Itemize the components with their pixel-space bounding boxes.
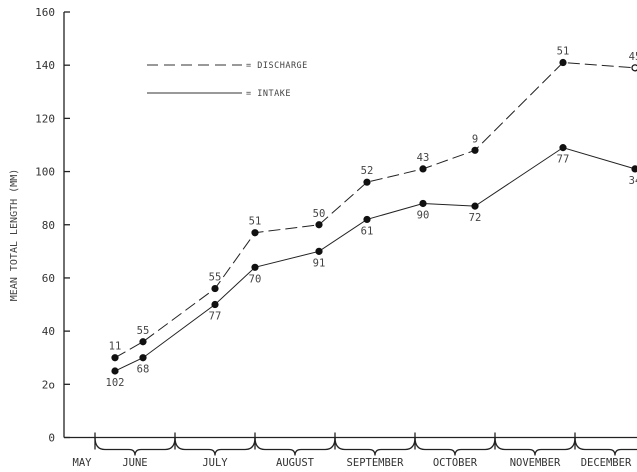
x-tick-label-december: DECEMBER	[581, 457, 632, 469]
data-label-discharge: 55	[137, 325, 150, 337]
month-brace	[94, 437, 176, 456]
data-label-intake: 70	[249, 273, 262, 285]
axes: 0 2o 40 60 80 100 120 140 160 MAY JUNE JULY AUGUST SE…	[35, 6, 637, 469]
data-label-discharge: 45	[629, 51, 637, 63]
x-tick-label-july: JULY	[202, 457, 228, 469]
data-point-intake	[111, 367, 119, 375]
x-tick-label-november: NOVEMBER	[510, 457, 561, 469]
y-tick-label: 160	[35, 6, 55, 19]
month-brace	[174, 437, 256, 456]
y-tick-label: 100	[35, 166, 55, 179]
data-label-intake: 72	[469, 212, 482, 224]
data-point-discharge	[111, 354, 119, 362]
x-tick-label-september: SEPTEMBER	[347, 457, 405, 469]
data-label-intake: 34	[629, 175, 637, 187]
data-point-discharge	[559, 58, 567, 67]
data-point-discharge	[419, 165, 427, 173]
data-label-discharge: 9	[472, 133, 478, 145]
data-point-intake	[471, 202, 479, 210]
data-point-intake	[139, 354, 147, 362]
data-label-intake: 68	[137, 364, 150, 376]
y-tick-label: 2o	[42, 378, 55, 391]
legend-intake-label: = INTAKE	[246, 89, 291, 99]
data-point-intake	[419, 199, 427, 208]
data-point-discharge	[315, 221, 323, 229]
data-label-intake: 91	[313, 257, 326, 269]
month-brace	[334, 437, 416, 456]
y-tick-label: 140	[35, 59, 55, 72]
data-label-discharge: 43	[417, 152, 430, 164]
data-point-intake	[559, 144, 567, 152]
legend-discharge-label: = DISCHARGE	[246, 61, 308, 71]
data-point-discharge	[471, 146, 479, 154]
month-brace	[414, 437, 496, 456]
series-layer: 11 55 55 51 50 52 43 9 51 45 102 68 77 70 91 61 90 72 77 34	[106, 46, 637, 389]
data-label-discharge: 11	[109, 341, 122, 353]
data-point-discharge	[251, 229, 259, 237]
month-brace	[254, 437, 336, 456]
data-point-intake	[211, 300, 219, 309]
data-label-discharge: 52	[361, 165, 374, 177]
y-tick-label: 80	[42, 219, 55, 232]
series-line-intake	[114, 147, 636, 372]
x-tick-label-may: MAY	[73, 457, 93, 469]
data-label-discharge: 55	[209, 272, 222, 284]
x-tick-label-june: JUNE	[122, 457, 147, 469]
month-brace	[574, 437, 637, 456]
y-tick-label: 0	[48, 432, 55, 445]
y-axis-label: MEAN TOTAL LENGTH (MM)	[9, 169, 20, 301]
month-brace	[494, 437, 576, 456]
data-point-intake	[315, 247, 323, 255]
x-tick-label-october: OCTOBER	[433, 457, 478, 469]
data-point-discharge	[363, 178, 371, 186]
data-label-intake: 102	[106, 377, 125, 389]
data-label-discharge: 51	[557, 46, 570, 58]
data-label-intake: 90	[417, 209, 430, 221]
data-label-discharge: 51	[249, 216, 262, 228]
data-point-discharge	[211, 284, 219, 293]
data-point-intake	[251, 263, 259, 271]
y-tick-label: 60	[42, 272, 55, 285]
data-point-discharge	[631, 64, 637, 72]
legend: = DISCHARGE = INTAKE	[147, 61, 308, 99]
data-point-intake	[363, 215, 371, 224]
data-label-discharge: 50	[313, 208, 326, 220]
data-label-intake: 77	[557, 154, 570, 166]
x-tick-label-august: AUGUST	[276, 457, 315, 469]
data-point-intake	[631, 165, 637, 173]
y-tick-label: 120	[35, 112, 55, 125]
y-tick-label: 40	[42, 325, 55, 338]
data-label-intake: 61	[361, 225, 374, 237]
data-label-intake: 77	[209, 311, 222, 323]
series-line-discharge	[114, 62, 636, 359]
data-point-discharge	[139, 338, 147, 346]
